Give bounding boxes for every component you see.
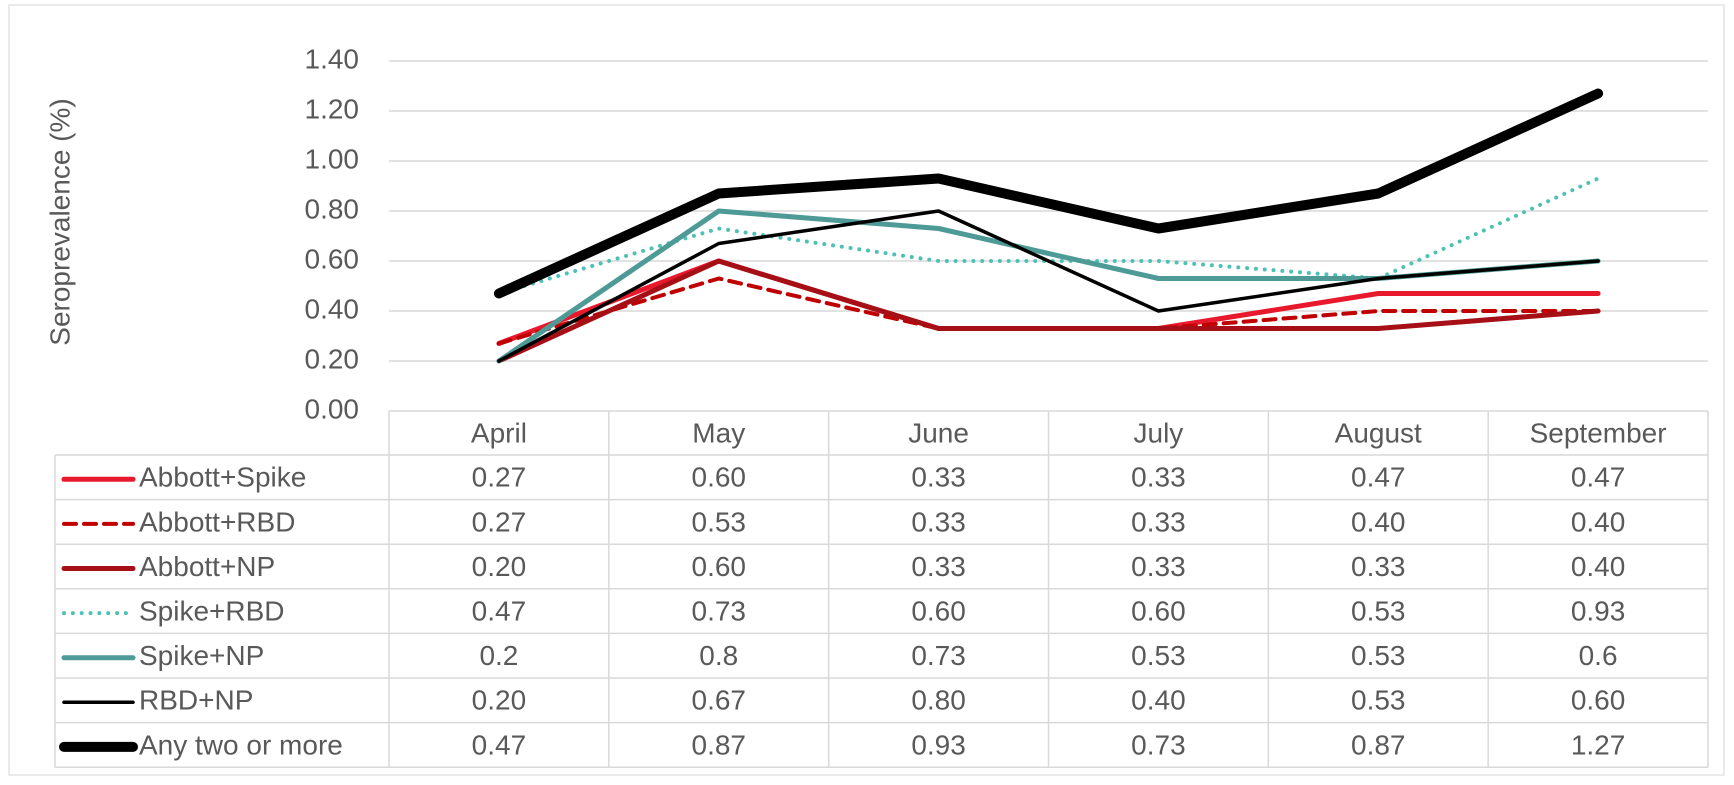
table-cell: 0.6 — [1579, 640, 1618, 671]
y-tick-label: 0.20 — [305, 343, 360, 374]
table-cell: 0.67 — [692, 685, 747, 716]
table-cell: 0.40 — [1571, 551, 1626, 582]
table-cell: 0.33 — [911, 506, 966, 537]
table-cell: 0.73 — [1131, 729, 1186, 760]
series-line — [493, 88, 1604, 299]
table-cell: 0.73 — [692, 595, 747, 626]
table-cell: 0.33 — [1131, 506, 1186, 537]
table-cell: 0.60 — [1131, 595, 1186, 626]
legend-label: Any two or more — [139, 729, 343, 760]
y-tick-label: 0.60 — [305, 243, 360, 274]
table-cell: 0.60 — [1571, 685, 1626, 716]
series-line — [496, 258, 1601, 364]
table-cell: 0.27 — [472, 506, 527, 537]
table-cell: 0.80 — [911, 685, 966, 716]
legend-label: Abbott+RBD — [139, 506, 295, 537]
y-tick-label: 1.00 — [305, 143, 360, 174]
table-cell: 0.20 — [472, 685, 527, 716]
table-cell: 0.53 — [692, 506, 747, 537]
x-tick-label: July — [1134, 417, 1184, 448]
y-tick-label: 0.00 — [305, 393, 360, 424]
table-cell: 0.2 — [479, 640, 518, 671]
x-tick-label: May — [692, 417, 745, 448]
chart-frame — [8, 4, 1725, 776]
table-cell: 0.8 — [699, 640, 738, 671]
table-cell: 0.47 — [1351, 462, 1406, 493]
table-cell: 0.40 — [1351, 506, 1406, 537]
series-line — [497, 209, 1600, 363]
legend-label: Abbott+Spike — [139, 462, 306, 493]
table-cell: 0.60 — [692, 551, 747, 582]
table-cell: 0.93 — [1571, 595, 1626, 626]
legend-label: RBD+NP — [139, 685, 253, 716]
table-cell: 0.47 — [472, 729, 527, 760]
table-cell: 0.53 — [1351, 640, 1406, 671]
legend-label: Spike+NP — [139, 640, 264, 671]
y-axis-title: Seroprevalence (%) — [44, 98, 75, 345]
legend-label: Spike+RBD — [139, 595, 285, 626]
x-tick-label: September — [1530, 417, 1667, 448]
table-cell: 0.33 — [911, 462, 966, 493]
table-cell: 0.27 — [472, 462, 527, 493]
table-cell: 0.40 — [1571, 506, 1626, 537]
table-cell: 0.87 — [1351, 729, 1406, 760]
x-tick-label: June — [908, 417, 969, 448]
table-cell: 0.47 — [472, 595, 527, 626]
table-cell: 0.33 — [1131, 462, 1186, 493]
table-cell: 0.60 — [692, 462, 747, 493]
table-cell: 0.40 — [1131, 685, 1186, 716]
x-tick-label: August — [1335, 417, 1422, 448]
table-cell: 0.53 — [1131, 640, 1186, 671]
y-tick-label: 1.40 — [305, 43, 360, 74]
table-cell: 0.33 — [1351, 551, 1406, 582]
table-cell: 0.33 — [911, 551, 966, 582]
table-cell: 0.73 — [911, 640, 966, 671]
table-cell: 0.20 — [472, 551, 527, 582]
y-tick-label: 1.20 — [305, 93, 360, 124]
table-cell: 0.33 — [1131, 551, 1186, 582]
table-cell: 1.27 — [1571, 729, 1626, 760]
table-cell: 0.53 — [1351, 595, 1406, 626]
y-tick-label: 0.40 — [305, 293, 360, 324]
table-cell: 0.60 — [911, 595, 966, 626]
legend-label: Abbott+NP — [139, 551, 275, 582]
table-cell: 0.93 — [911, 729, 966, 760]
x-tick-label: April — [471, 417, 527, 448]
y-tick-label: 0.80 — [305, 193, 360, 224]
table-cell: 0.53 — [1351, 685, 1406, 716]
table-cell: 0.47 — [1571, 462, 1626, 493]
table-cell: 0.87 — [692, 729, 747, 760]
